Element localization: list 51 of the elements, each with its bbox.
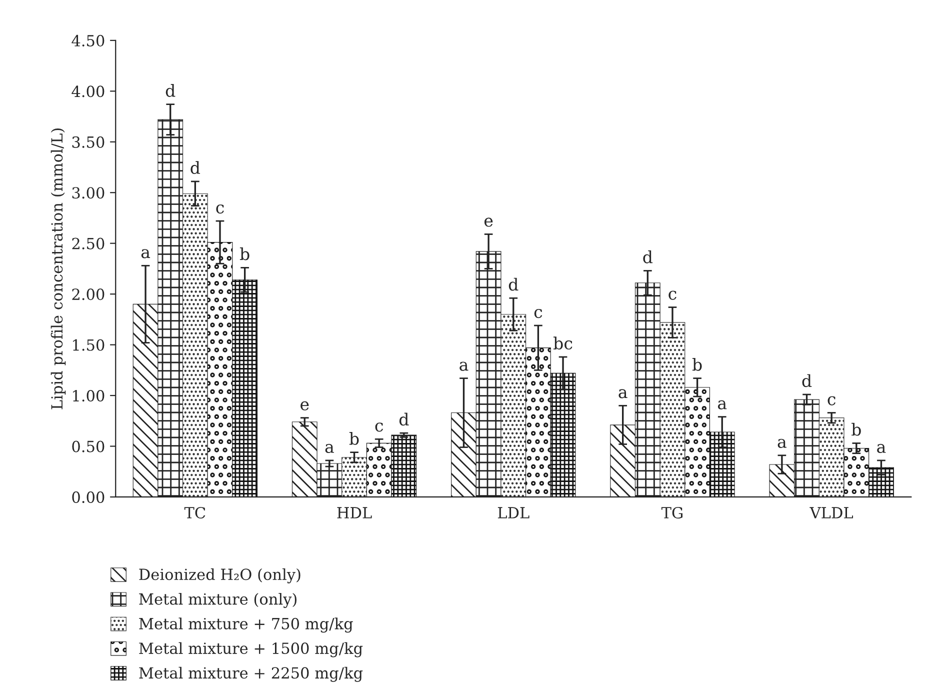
data-label: a — [877, 444, 886, 454]
data-label: d — [508, 278, 518, 291]
data-label: d — [190, 161, 200, 174]
legend-label: Metal mixture + 1500 mg/kg — [139, 642, 363, 658]
data-label: b — [349, 432, 359, 445]
data-label: e — [300, 401, 309, 410]
y-tick-label: 4.00 — [72, 86, 104, 98]
data-label: b — [852, 422, 861, 436]
legend-label: Metal mixture + 2250 mg/kg — [139, 666, 363, 682]
data-label: d — [643, 250, 652, 264]
y-tick-label: 1.50 — [73, 339, 104, 351]
data-label: a — [325, 444, 334, 454]
x-tick-label: TC — [184, 506, 206, 519]
bar — [660, 322, 686, 497]
y-tick-label: 0.00 — [72, 491, 104, 503]
y-tick-label: 4.50 — [72, 34, 104, 46]
data-label: a — [141, 249, 150, 258]
legend-label: Metal mixture + 750 mg/kg — [139, 618, 353, 633]
bar — [342, 457, 367, 497]
x-tick-label: LDL — [498, 507, 530, 518]
data-label: c — [216, 204, 224, 214]
data-label: c — [828, 396, 836, 406]
y-tick-label: 3.50 — [72, 136, 104, 148]
bar — [182, 193, 208, 497]
data-label: d — [399, 412, 409, 426]
legend-label: Metal mixture (only) — [139, 592, 296, 608]
x-tick-label: TG — [661, 506, 682, 519]
data-label: c — [375, 422, 383, 432]
data-label: e — [484, 218, 493, 227]
data-label: a — [778, 438, 786, 448]
data-label: c — [534, 308, 542, 318]
data-label: bc — [553, 336, 572, 350]
data-label: b — [692, 358, 702, 371]
y-tick-label: 2.50 — [72, 238, 104, 250]
data-label: a — [718, 400, 727, 410]
y-tick-label: 1.00 — [73, 390, 104, 402]
y-tick-label: 2.00 — [72, 288, 104, 300]
data-label: a — [618, 389, 628, 398]
y-tick-label: 3.00 — [72, 187, 104, 199]
y-tick-label: 0.50 — [72, 440, 104, 452]
bar — [818, 418, 844, 497]
data-label: b — [240, 247, 250, 260]
data-label: d — [802, 374, 812, 388]
bar — [500, 314, 526, 497]
legend-label: Deionized H₂O (only) — [139, 568, 300, 584]
x-tick-label: HDL — [337, 507, 372, 518]
y-axis-title: Lipid profile concentration (mmol/L) — [50, 128, 66, 410]
x-tick-label: VLDL — [810, 507, 853, 518]
data-label: c — [668, 290, 676, 300]
data-label: d — [166, 84, 176, 97]
data-label: a — [460, 362, 468, 371]
